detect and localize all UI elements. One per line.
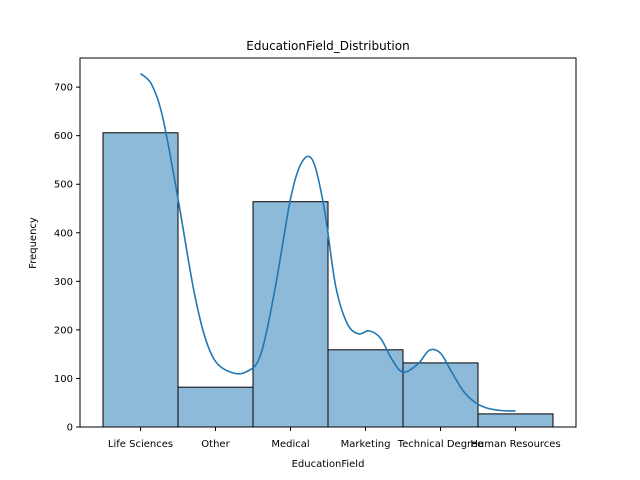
kde-layer [139, 72, 516, 412]
kde-curve [139, 72, 516, 412]
x-axis: Life Sciences Other Medical Marketing Techni… [108, 427, 561, 450]
x-tick-label: Marketing [341, 439, 391, 450]
bar-other [177, 386, 254, 428]
bar-marketing [327, 349, 404, 428]
plot-frame [79, 57, 577, 428]
x-axis-label: EducationField [292, 459, 365, 470]
y-tick-label: 200 [54, 325, 73, 336]
x-tick-label: Other [201, 439, 230, 450]
y-tick-label: 700 [54, 83, 73, 94]
y-tick-label: 400 [54, 228, 73, 239]
bar-medical [252, 201, 329, 428]
bars-layer [102, 132, 554, 428]
y-tick-label: 0 [67, 423, 73, 434]
chart-title: EducationField_Distribution [246, 39, 409, 53]
x-tick-label: Human Resources [470, 439, 560, 450]
bar-technical-degree [402, 362, 479, 428]
y-axis: 0 100 200 300 400 500 600 700 [54, 83, 80, 434]
bar-human-resources [477, 413, 554, 428]
bar-life-sciences [102, 132, 179, 428]
y-tick-label: 100 [54, 374, 73, 385]
x-tick-label: Life Sciences [108, 439, 173, 450]
y-tick-label: 600 [54, 131, 73, 142]
x-tick-label: Medical [271, 439, 309, 450]
x-tick-label: Technical Degree [397, 439, 484, 450]
y-axis-label: Frequency [28, 217, 39, 269]
y-tick-label: 300 [54, 277, 73, 288]
y-tick-label: 500 [54, 180, 73, 191]
